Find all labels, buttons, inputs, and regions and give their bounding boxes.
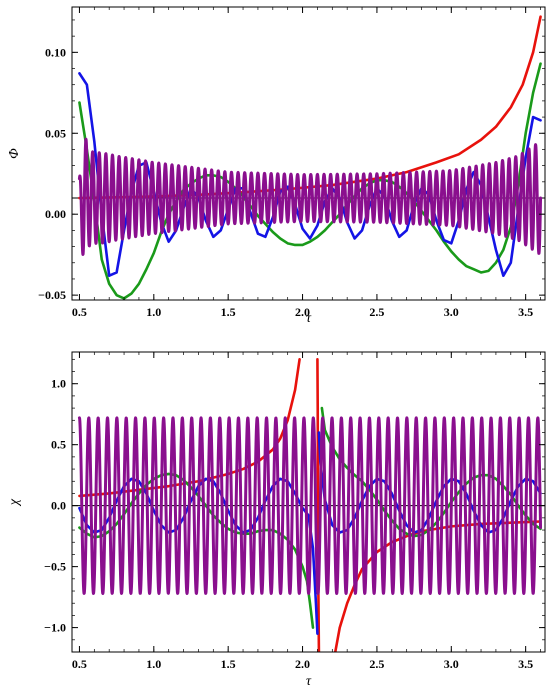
y-tick-label: 0.10 (45, 45, 66, 59)
x-tick-label: 1.5 (221, 305, 236, 319)
x-tick-label: 2.5 (369, 657, 384, 671)
plot-frame (71, 6, 546, 301)
series-line-1 (316, 358, 321, 652)
x-tick-label: 3.0 (444, 657, 459, 671)
y-tick-label: 0.00 (45, 207, 66, 221)
series-line-5 (78, 477, 319, 636)
series-line-1 (78, 62, 542, 300)
x-tick-label: 2.5 (369, 305, 384, 319)
chi-panel: 0.5 1.0 1.5 2.0 2.5 3.0 3.5 −1.0 −0.5 0.0 0.5 1.0 τ χ (7, 351, 546, 689)
x-tick-label: 3.0 (444, 305, 459, 319)
x-tick-label: 2.0 (295, 657, 310, 671)
y-axis-label: χ (7, 498, 22, 507)
x-axis-label: τ (306, 311, 312, 326)
y-tick-label: 0.05 (45, 126, 66, 140)
x-tick-label: 1.0 (146, 657, 161, 671)
y-axis-label: Φ (7, 148, 22, 159)
x-tick-label: 1.0 (146, 305, 161, 319)
y-tick-label: −1.0 (44, 621, 66, 635)
y-tick-label: −0.05 (38, 288, 66, 302)
series-line-3 (77, 137, 543, 256)
x-axis-label: τ (306, 674, 312, 689)
phi-panel: 0.5 1.0 1.5 2.0 2.5 3.0 3.5 −0.05 0.00 0.05 0.10 τ Φ (7, 6, 546, 326)
series-line-7 (77, 416, 543, 595)
x-tick-label: 3.5 (518, 657, 533, 671)
x-tick-label: 3.5 (518, 305, 533, 319)
x-tick-label: 1.5 (221, 657, 236, 671)
x-tick-label: 2.0 (295, 305, 310, 319)
y-tick-label: 1.0 (51, 377, 66, 391)
y-tick-label: −0.5 (44, 560, 66, 574)
plot-frame (71, 351, 546, 653)
y-tick-label: 0.0 (51, 499, 66, 513)
y-tick-label: 0.5 (51, 438, 66, 452)
x-tick-label: 0.5 (72, 305, 87, 319)
x-tick-label: 0.5 (72, 657, 87, 671)
